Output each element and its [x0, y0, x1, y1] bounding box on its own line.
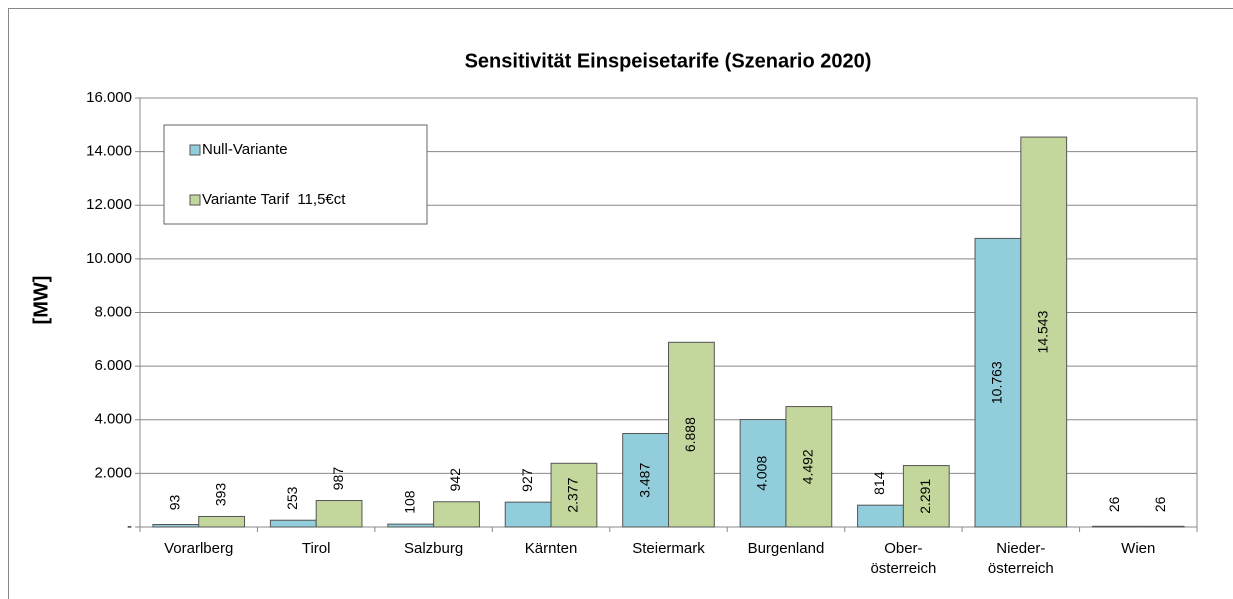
bar: [152, 524, 200, 528]
x-tick-label: Kärnten: [525, 540, 578, 557]
value-label: 93: [167, 495, 183, 511]
bar: [269, 519, 317, 528]
value-label: 942: [447, 468, 463, 492]
y-tick-label: 2.000: [94, 464, 132, 481]
value-label: 14.543: [1034, 310, 1050, 353]
y-axis-label: [MW]: [30, 276, 52, 325]
value-label: 2.377: [565, 477, 581, 512]
y-tick-label: 16.000: [86, 89, 132, 106]
bar: [902, 465, 950, 528]
value-label: 108: [401, 490, 417, 514]
value-label: 814: [871, 471, 887, 495]
legend-label: Null-Variante: [202, 141, 288, 158]
bar: [550, 462, 598, 528]
value-label: 10.763: [989, 361, 1005, 404]
bar: [198, 515, 246, 528]
x-tick-label: Wien: [1121, 540, 1155, 557]
x-tick-label: Burgenland: [748, 540, 825, 557]
x-tick-label: Ober-österreich: [870, 540, 936, 577]
y-tick-label: 14.000: [86, 143, 132, 160]
legend-swatch: [189, 144, 201, 156]
value-label: 4.008: [754, 456, 770, 491]
value-label: 26: [1152, 496, 1168, 512]
bar: [857, 504, 904, 528]
y-tick-label: 10.000: [86, 250, 132, 267]
x-tick-label: Vorarlberg: [164, 540, 233, 557]
bar: [1091, 525, 1139, 528]
bar: [1020, 136, 1068, 528]
value-label: 393: [212, 483, 228, 507]
x-tick-label: Nieder-österreich: [988, 540, 1054, 577]
bar: [1137, 525, 1185, 528]
bar: [504, 501, 552, 528]
value-label: 26: [1106, 496, 1122, 512]
legend-swatch: [189, 194, 201, 206]
bar: [739, 419, 787, 528]
x-tick-label: Salzburg: [404, 540, 463, 557]
value-label: 3.487: [636, 463, 652, 498]
y-tick-label: 4.000: [94, 411, 132, 428]
value-label: 253: [284, 486, 300, 510]
y-tick-label: -: [127, 518, 132, 535]
legend-box: [163, 124, 428, 225]
bar: [387, 523, 435, 528]
value-label: 4.492: [800, 449, 816, 484]
x-tick-label: Tirol: [302, 540, 331, 557]
x-tick-label: Steiermark: [632, 540, 705, 557]
legend-label: Variante Tarif 11,5€ct: [202, 191, 346, 208]
value-label: 927: [519, 468, 535, 492]
y-tick-label: 6.000: [94, 357, 132, 374]
value-label: 987: [330, 467, 346, 491]
y-tick-label: 12.000: [86, 196, 132, 213]
value-label: 2.291: [917, 479, 933, 514]
bar: [315, 500, 363, 528]
bar: [668, 341, 715, 528]
bar: [974, 237, 1022, 528]
value-label: 6.888: [682, 417, 698, 452]
bar: [433, 501, 480, 528]
y-tick-label: 8.000: [94, 303, 132, 320]
chart-title: Sensitivität Einspeisetarife (Szenario 2…: [465, 50, 872, 72]
bar: [785, 406, 833, 528]
